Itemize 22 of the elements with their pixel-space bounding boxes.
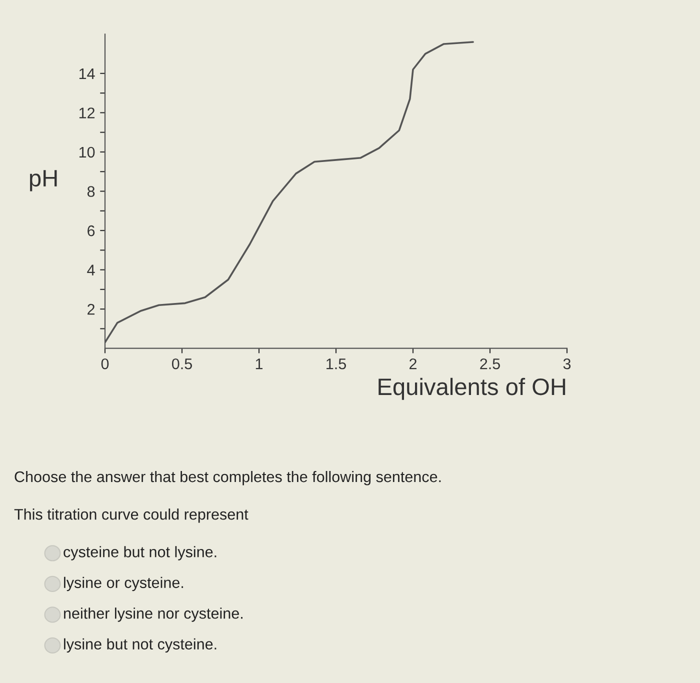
text: lysine but not cysteine.	[64, 638, 216, 653]
x-tick-label: 2	[410, 358, 416, 370]
text: Choose the answer that best completes the following sentence.	[14, 470, 441, 486]
y-tick-label: 4	[87, 264, 95, 276]
y-tick-label: 8	[87, 186, 95, 197]
y-tick-label: 10	[79, 146, 95, 158]
x-tick-label: 0.5	[172, 358, 192, 370]
text: lysine or cysteine.	[64, 576, 184, 592]
y-tick-label: 6	[88, 225, 95, 236]
y-tick-label: 14	[79, 68, 95, 79]
x-tick-label: 1.5	[326, 358, 346, 370]
y-tick-label: 2	[88, 304, 95, 315]
x-tick-label: 1	[256, 358, 263, 370]
text: neither lysine nor cysteine.	[64, 608, 242, 622]
y-tick-label: 12	[79, 108, 95, 118]
x-tick-label: 2.5	[480, 358, 500, 370]
y-axis-title: pH	[30, 170, 57, 192]
text: This titration curve could represent	[14, 508, 248, 523]
x-axis-title: Equivalents of OH	[378, 378, 566, 400]
x-tick-label: 0	[101, 358, 109, 370]
text: cysteine but not lysine.	[64, 546, 216, 560]
x-tick-label: 3	[563, 358, 571, 370]
